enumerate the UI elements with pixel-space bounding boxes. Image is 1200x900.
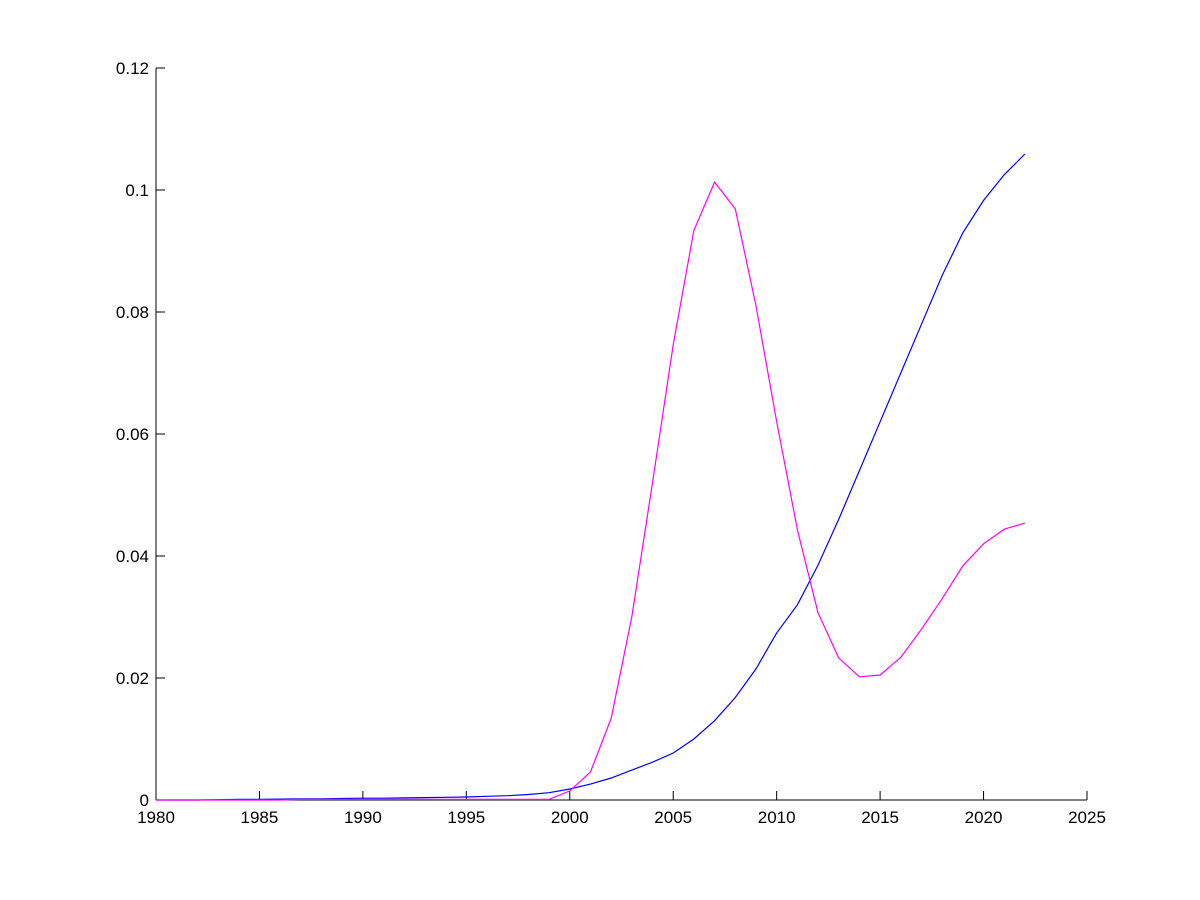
y-tick-label: 0.06 bbox=[116, 425, 149, 444]
y-tick-label: 0.12 bbox=[116, 59, 149, 78]
x-tick-label: 2020 bbox=[965, 808, 1003, 827]
x-tick-label: 1985 bbox=[241, 808, 279, 827]
axes: 1980 1985 1990 1995 2000 2005 2010 2015 2020 2025… bbox=[116, 59, 1106, 827]
x-tick-label: 2000 bbox=[551, 808, 589, 827]
y-tick-label: 0.04 bbox=[116, 547, 149, 566]
y-tick-label: 0.02 bbox=[116, 669, 149, 688]
series-line-1 bbox=[156, 153, 1026, 801]
x-tick-label: 1995 bbox=[447, 808, 485, 827]
y-tick-label: 0 bbox=[140, 791, 149, 810]
series-group bbox=[156, 153, 1026, 801]
y-tick-label: 0.08 bbox=[116, 303, 149, 322]
x-tick-label: 1990 bbox=[344, 808, 382, 827]
x-tick-label: 1980 bbox=[137, 808, 175, 827]
x-tick-label: 2015 bbox=[861, 808, 899, 827]
x-tick-label: 2010 bbox=[758, 808, 796, 827]
x-tick-label: 2005 bbox=[654, 808, 692, 827]
y-tick-label: 0.1 bbox=[125, 181, 149, 200]
x-tick-label: 2025 bbox=[1068, 808, 1106, 827]
series-line-2 bbox=[156, 180, 1026, 801]
